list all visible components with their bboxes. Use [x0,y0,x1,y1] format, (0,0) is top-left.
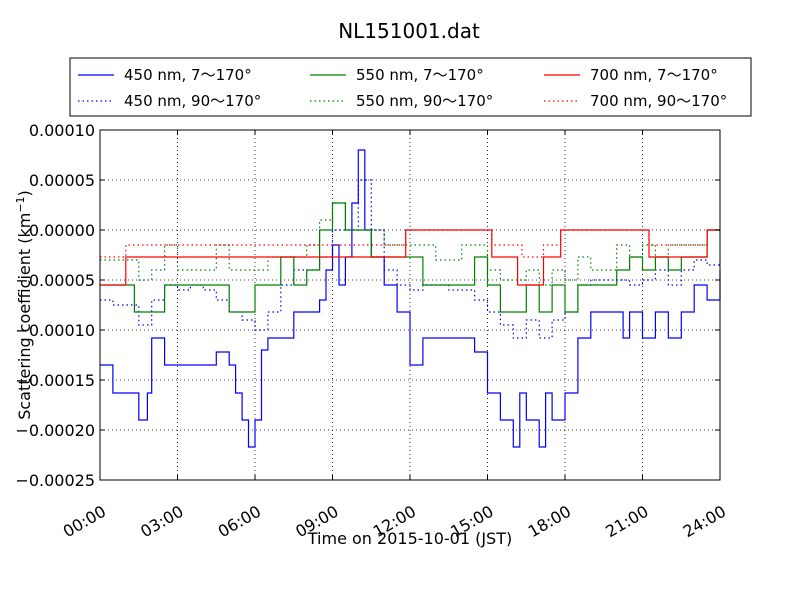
plot-area [99,129,721,481]
legend-label-0: 450 nm, 7～170° [124,66,252,84]
x-tick-label: 18:00 [525,502,574,542]
legend: 450 nm, 7～170° 450 nm, 90～170° 550 nm, 7～1… [69,57,752,117]
x-tick-label: 03:00 [137,502,186,542]
y-tick-label: 0.00010 [29,121,95,140]
series-line-2 [100,202,720,313]
legend-box [69,57,752,117]
plot-background [100,130,720,480]
series-line-3 [100,202,720,286]
series-line-1 [100,179,721,339]
y-axis-label-sup: −1 [14,196,27,212]
legend-label-2: 550 nm, 7～170° [356,66,484,84]
x-tick-label: 06:00 [215,502,264,542]
y-tick-label: −0.00005 [15,271,95,290]
chart-title: NL151001.dat [338,19,480,43]
x-axis-label: Time on 2015-10-01 (JST) [307,529,512,548]
y-tick-label: −0.00015 [15,371,95,390]
y-axis-label: Scattering coefficient (km−1) [14,190,35,420]
series-line-0 [100,149,721,448]
ticks [99,129,721,481]
series-layer [100,149,721,448]
x-tick-label: 24:00 [680,502,729,542]
y-axis-label-tail: ) [15,190,34,196]
legend-label-4: 700 nm, 7～170° [590,66,718,84]
legend-label-3: 550 nm, 90～170° [356,92,493,110]
legend-label-5: 700 nm, 90～170° [590,92,727,110]
y-tick-labels: 0.00010 0.00005 0.00000 −0.00005 −0.00010 −0.… [15,121,95,490]
x-tick-label: 00:00 [60,502,109,542]
series-line-5 [100,229,720,258]
y-axis-label-main: Scattering coefficient (km [15,213,34,420]
y-tick-label: −0.00010 [15,321,95,340]
y-tick-label: 0.00005 [29,171,95,190]
x-tick-label: 21:00 [602,502,651,542]
legend-label-1: 450 nm, 90～170° [124,92,261,110]
y-tick-label: 0.00000 [29,221,95,240]
y-tick-label: −0.00020 [15,421,95,440]
y-tick-label: −0.00025 [15,471,95,490]
